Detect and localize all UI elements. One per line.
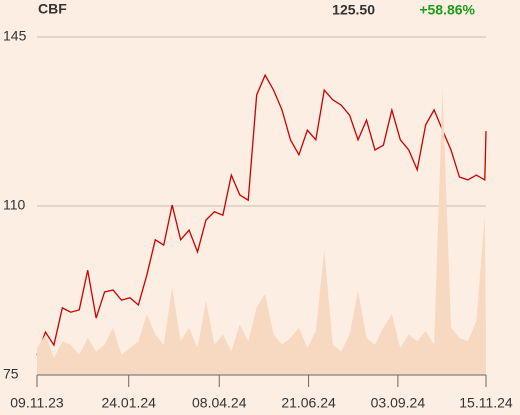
y-tick-label: 145 xyxy=(3,28,27,44)
y-tick-label: 110 xyxy=(3,197,26,213)
ticker: CBF xyxy=(38,1,67,17)
last-price: 125.50 xyxy=(332,2,375,18)
x-tick-label: 03.09.24 xyxy=(371,395,426,411)
x-tick-label: 15.11.24 xyxy=(459,395,513,411)
x-tick-label: 21.06.24 xyxy=(281,395,336,411)
price-line xyxy=(36,73,487,356)
price-change: +58.86% xyxy=(419,2,475,18)
x-tick-label: 08.04.24 xyxy=(192,395,247,411)
x-tick-label: 09.11.23 xyxy=(10,395,64,411)
y-tick-label: 75 xyxy=(3,366,19,382)
x-tick-label: 24.01.24 xyxy=(101,395,156,411)
volume-area xyxy=(37,87,486,375)
